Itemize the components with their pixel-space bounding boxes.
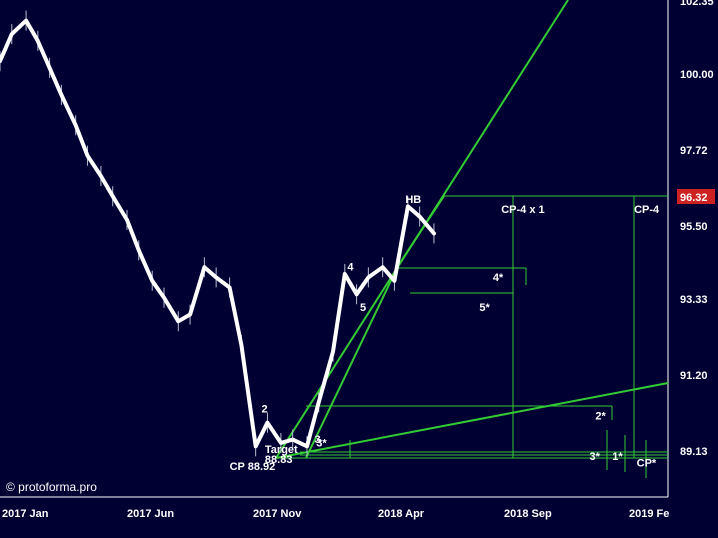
wave-label: 5 (360, 302, 366, 314)
price-point (317, 400, 321, 404)
last-price-badge: 96.32 (677, 189, 715, 204)
last-price-badge-background (677, 189, 715, 204)
level-label: 4* (493, 272, 504, 284)
y-tick-label: 95.50 (680, 221, 708, 233)
price-point (59, 93, 63, 97)
level-label: 5* (479, 302, 490, 314)
price-point (228, 286, 232, 290)
level-label: CP-4 (634, 204, 660, 216)
price-point (418, 215, 422, 219)
lower-trendline (275, 382, 669, 459)
y-tick-label: 93.33 (680, 294, 708, 306)
level-label: CP-4 x 1 (501, 204, 544, 216)
price-point (176, 319, 180, 323)
price-point (150, 279, 154, 283)
level-label: 2* (595, 410, 606, 422)
price-point (111, 194, 115, 198)
watermark: © protoforma.pro (6, 480, 97, 494)
price-point (343, 272, 347, 276)
wave-channel-line (305, 265, 399, 459)
price-point (432, 231, 436, 235)
price-point (36, 39, 40, 43)
price-point (381, 265, 385, 269)
price-points (0, 19, 436, 448)
y-tick-labels: 102.35 100.00 97.72 95.50 93.33 91.20 89… (680, 0, 714, 458)
price-point (239, 343, 243, 347)
price-point (137, 248, 141, 252)
level-label: Target (265, 444, 298, 456)
price-point (24, 19, 28, 23)
y-tick-label: 100.00 (680, 69, 714, 81)
wave-label: 2 (262, 404, 268, 416)
wave-labels: 2 3 4 5 HB (262, 194, 422, 446)
x-tick-labels: 2017 Jan 2017 Jun 2017 Nov 2018 Apr 2018… (2, 508, 669, 520)
price-point (305, 444, 309, 448)
price-point (10, 32, 14, 36)
price-point (188, 313, 192, 317)
price-point (355, 292, 359, 296)
x-tick-label: 2017 Jan (2, 508, 49, 520)
level-label: CP* (637, 458, 657, 470)
price-point (202, 265, 206, 269)
x-tick-label: 2019 Fe (629, 508, 669, 520)
level-label: 1* (612, 451, 623, 463)
price-point (392, 279, 396, 283)
x-tick-label: 2017 Jun (127, 508, 174, 520)
y-tick-label: 91.20 (680, 370, 708, 382)
price-point (265, 421, 269, 425)
price-point (366, 275, 370, 279)
price-point (214, 275, 218, 279)
x-tick-label: 2017 Nov (253, 508, 302, 520)
price-point (48, 66, 52, 70)
level-label: 3* (316, 437, 327, 449)
wave-label: 4 (347, 262, 354, 274)
wave-label: HB (405, 194, 421, 206)
price-point (331, 350, 335, 354)
level-label: CP 88.92 (230, 461, 276, 473)
price-point (0, 59, 2, 63)
y-tick-label: 102.35 (680, 0, 714, 8)
price-point (125, 218, 129, 222)
price-point (74, 123, 78, 127)
price-point (254, 444, 258, 448)
wave-channel-line (397, 195, 445, 267)
last-price-label: 96.32 (680, 192, 708, 204)
y-tick-label: 97.72 (680, 145, 708, 157)
price-point (99, 174, 103, 178)
wave-label: 3 (315, 434, 321, 446)
price-point (406, 204, 410, 208)
level-label: 88.83 (265, 454, 293, 466)
x-tick-label: 2018 Apr (378, 508, 425, 520)
price-point (279, 441, 283, 445)
level-label: 3* (590, 451, 601, 463)
projection-lines (275, 0, 669, 478)
price-point (85, 154, 89, 158)
x-tick-label: 2018 Sep (504, 508, 552, 520)
price-point (162, 296, 166, 300)
y-tick-label: 89.13 (680, 446, 708, 458)
price-point (291, 438, 295, 442)
